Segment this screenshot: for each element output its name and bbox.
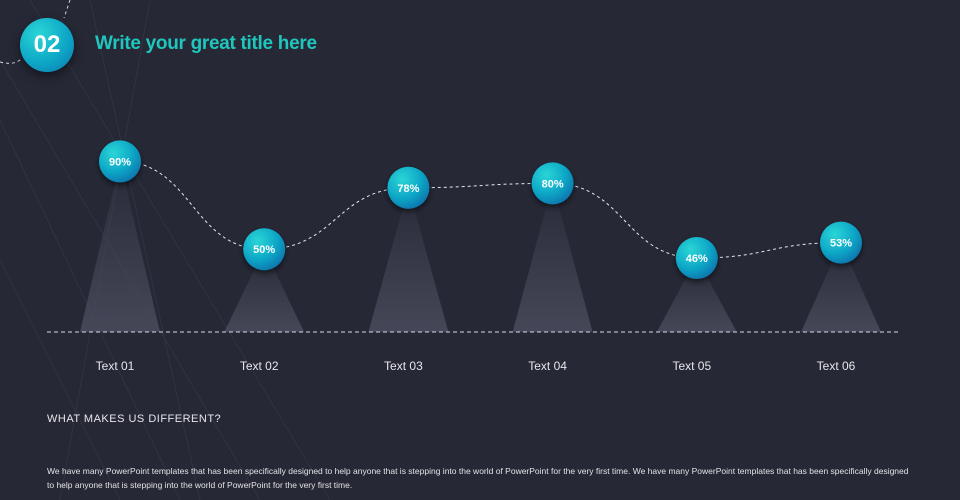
spotlight-beam-4: [512, 183, 593, 332]
data-point-4: 80%: [531, 162, 574, 205]
data-label: 78%: [397, 183, 419, 195]
x-tick-label: Text 04: [528, 359, 567, 373]
data-label: 50%: [253, 244, 275, 256]
x-tick-label: Text 01: [96, 359, 135, 373]
data-point-marker: [820, 221, 862, 264]
data-label: 90%: [109, 156, 131, 168]
data-point-marker: [675, 237, 718, 279]
x-tick-label: Text 05: [672, 359, 711, 373]
data-point-marker: [387, 166, 430, 209]
data-point-5: 46%: [675, 237, 718, 279]
data-point-marker: [531, 162, 574, 205]
body-text: We have many PowerPoint templates that h…: [47, 466, 909, 490]
data-point-3: 78%: [387, 166, 430, 209]
spotlight-beam-6: [801, 242, 881, 332]
spotlight-beam-3: [368, 187, 449, 332]
data-label: 46%: [686, 253, 708, 265]
page-title: Write your great title here: [95, 33, 317, 54]
x-tick-label: Text 02: [240, 359, 279, 373]
spotlight-beam-1: [80, 161, 160, 332]
spotlight-beam-2: [224, 249, 305, 332]
data-point-1: 90%: [99, 140, 141, 183]
data-point-6: 53%: [820, 221, 862, 264]
series-line: [119, 160, 842, 259]
data-point-2: 50%: [243, 228, 286, 271]
data-point-marker: [243, 228, 286, 271]
x-tick-label: Text 03: [384, 359, 423, 373]
chart: 90% 50% 78% 80% 46% 53% Text 01 Text 02 Text 03…: [47, 140, 900, 373]
spotlight-beam-5: [656, 258, 737, 332]
data-point-marker: [99, 140, 141, 183]
data-label: 53%: [830, 238, 852, 250]
section-number-badge: 02: [20, 18, 74, 72]
x-tick-label: Text 06: [817, 359, 856, 373]
section-heading: WHAT MAKES US DIFFERENT?: [47, 413, 222, 425]
data-label: 80%: [542, 178, 564, 190]
